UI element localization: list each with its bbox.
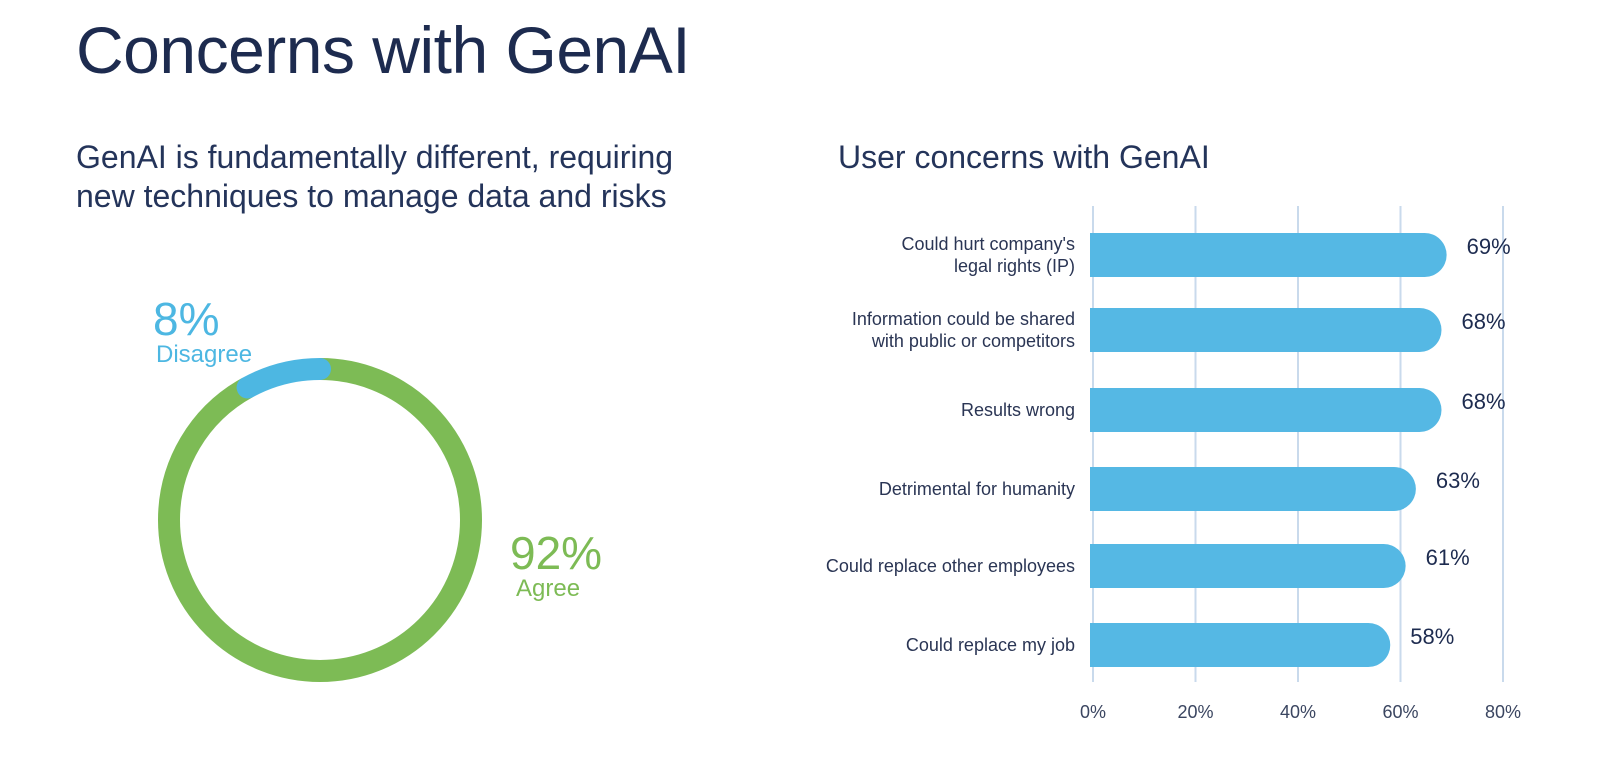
bar: [1090, 388, 1442, 432]
bar-value-label: 63%: [1436, 468, 1480, 493]
disagree-percent: 8%: [153, 293, 220, 345]
bar-category-label: Could hurt company's legal rights (IP): [901, 234, 1075, 276]
donut-chart-svg: [158, 358, 482, 682]
x-tick-label: 60%: [1382, 702, 1418, 722]
bar-chart-title: User concerns with GenAI: [838, 139, 1210, 175]
bar-value-label: 61%: [1426, 545, 1470, 570]
bar: [1090, 544, 1406, 588]
x-tick-label: 80%: [1485, 702, 1521, 722]
x-tick-label: 0%: [1080, 702, 1106, 722]
bar-category-label: Results wrong: [961, 400, 1075, 420]
disagree-label: Disagree: [156, 341, 253, 368]
donut-slice-agree: [158, 358, 482, 682]
bar: [1090, 623, 1391, 667]
donut-slice-disagree: [158, 358, 482, 682]
donut-chart: [150, 350, 490, 690]
bar-value-label: 68%: [1462, 389, 1506, 414]
bar: [1090, 467, 1416, 511]
bar-value-label: 58%: [1410, 624, 1454, 649]
bar-value-label: 69%: [1467, 234, 1511, 259]
x-tick-label: 40%: [1280, 702, 1316, 722]
donut-section-subtitle: GenAI is fundamentally different, requir…: [76, 139, 674, 214]
bar-category-label: Detrimental for humanity: [879, 479, 1075, 499]
agree-percent: 92%: [510, 527, 603, 579]
bar-chart-svg: 0% 20% 40% 60% 80% 69% Could hurt company's leg…: [826, 206, 1521, 722]
bar: [1090, 308, 1442, 352]
bar-category-label: Could replace other employees: [826, 556, 1075, 576]
bar-value-label: 68%: [1462, 309, 1506, 334]
x-tick-label: 20%: [1177, 702, 1213, 722]
page-title: Concerns with GenAI: [76, 13, 691, 87]
bar-chart: 0% 20% 40% 60% 80% 69% Could hurt company's leg…: [790, 200, 1580, 740]
bar-category-label: Could replace my job: [906, 635, 1075, 655]
agree-label: Agree: [516, 575, 581, 602]
bar: [1090, 233, 1447, 277]
bar-category-label: Information could be shared with public o…: [852, 309, 1075, 351]
